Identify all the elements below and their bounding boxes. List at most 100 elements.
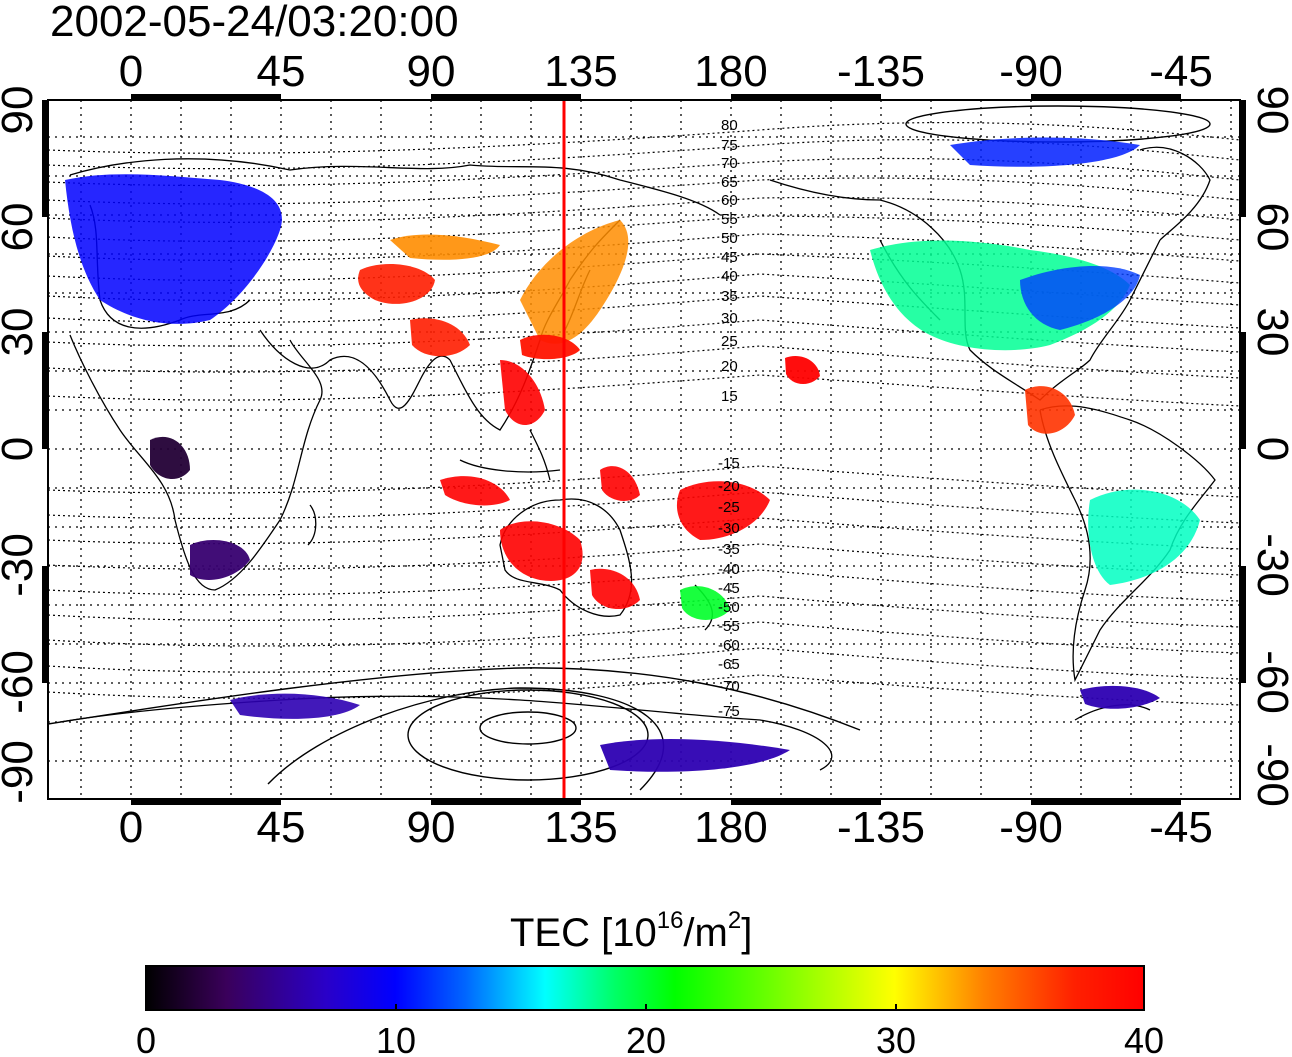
contour-label: 20 <box>721 358 738 375</box>
left-tick-label: -30 <box>0 533 42 597</box>
right-tick-label: -30 <box>1248 533 1292 597</box>
right-tick-label: 0 <box>1248 437 1292 461</box>
right-tick-label: 30 <box>1248 308 1292 357</box>
top-tick-label: 0 <box>119 47 143 96</box>
map-plot-area: 80 75 70 65 60 55 50 45 40 35 30 25 20 1… <box>42 94 1246 805</box>
top-tick-label: 180 <box>694 47 767 96</box>
right-tick-label: -60 <box>1248 650 1292 714</box>
colorbar-title-unit: /m <box>683 911 727 955</box>
left-latitude-ticks: 90 60 30 0 -30 -60 -90 <box>0 86 42 804</box>
bottom-tick-label: 135 <box>544 803 617 852</box>
tec-region-new-zealand <box>680 586 730 620</box>
tec-region-east-asia-front <box>390 234 500 260</box>
colorbar-title-exponent: 16 <box>657 907 684 934</box>
contour-label: -75 <box>718 703 740 720</box>
colorbar-tick-label: 40 <box>1124 1020 1164 1057</box>
tec-region-north-america-east <box>1020 265 1140 330</box>
tec-region-antarctic <box>230 693 360 719</box>
contour-label: 40 <box>721 268 738 285</box>
contour-label: -25 <box>718 499 740 516</box>
left-tick-label: 90 <box>0 86 42 135</box>
contour-label: 45 <box>721 249 738 266</box>
map-frame <box>47 99 1241 800</box>
top-longitude-ticks: 0 45 90 135 180 -135 -90 -45 <box>119 47 1213 96</box>
left-tick-label: 0 <box>0 437 42 461</box>
tec-region-arctic <box>950 137 1140 167</box>
contour-label: 50 <box>721 230 738 247</box>
top-tick-label: 90 <box>407 47 456 96</box>
contour-label: 80 <box>721 117 738 134</box>
tec-region-africa-north <box>150 436 190 480</box>
tec-region-east-asia-front <box>520 220 629 344</box>
tec-region-antarctic <box>1080 685 1160 709</box>
right-latitude-ticks: 90 60 30 0 -30 -60 -90 <box>1248 86 1292 807</box>
tec-region-australia <box>500 521 583 581</box>
top-tick-label: -90 <box>999 47 1063 96</box>
colorbar-tick-label: 30 <box>876 1020 916 1057</box>
contour-label: 75 <box>721 137 738 154</box>
contour-label: -15 <box>718 455 740 472</box>
tec-region-pacific-south <box>676 481 770 540</box>
colorbar-title-main: TEC [10 <box>510 911 657 955</box>
bottom-tick-label: 45 <box>257 803 306 852</box>
colorbar-tick-marks <box>145 1004 1145 1010</box>
graticule-grid <box>48 100 1240 799</box>
tec-region-antarctic <box>600 738 790 772</box>
bottom-tick-label: 180 <box>694 803 767 852</box>
top-tick-label: -135 <box>837 47 925 96</box>
contour-label: 55 <box>721 211 738 228</box>
top-tick-label: 135 <box>544 47 617 96</box>
contour-label: 65 <box>721 174 738 191</box>
colorbar-tick-label: 0 <box>136 1020 156 1057</box>
left-tick-label: -90 <box>0 740 42 804</box>
tec-region-australia <box>590 568 640 610</box>
contour-label: 15 <box>721 388 738 405</box>
colorbar-title-unit-exponent: 2 <box>728 907 741 934</box>
colorbar-tick-label: 20 <box>626 1020 666 1057</box>
bottom-tick-label: 0 <box>119 803 143 852</box>
bottom-tick-label: -45 <box>1149 803 1213 852</box>
colorbar-tick-label: 10 <box>376 1020 416 1057</box>
right-tick-label: 90 <box>1248 86 1292 135</box>
tec-region-central-america <box>1025 386 1075 434</box>
contour-label: -60 <box>718 637 740 654</box>
left-tick-label: 60 <box>0 203 42 252</box>
contour-label: -55 <box>718 618 740 635</box>
timestamp-title: 2002-05-24/03:20:00 <box>50 0 459 46</box>
tec-region-southeast-asia <box>500 360 545 425</box>
tec-region-south-america <box>1088 489 1200 585</box>
contour-label: -35 <box>718 541 740 558</box>
contour-label: 60 <box>721 192 738 209</box>
colorbar: TEC [1016/m2] 0 10 20 30 40 <box>136 907 1164 1057</box>
contour-label: -40 <box>718 561 740 578</box>
tec-region-hawaii <box>785 356 820 385</box>
right-tick-label: -90 <box>1248 743 1292 807</box>
tec-region-europe <box>65 174 282 324</box>
tec-region-africa-south <box>190 540 250 580</box>
frame-tick-bars <box>42 94 1246 805</box>
tec-data-layer <box>65 137 1200 772</box>
bottom-longitude-ticks: 0 45 90 135 180 -135 -90 -45 <box>119 803 1213 852</box>
bottom-tick-label: 90 <box>407 803 456 852</box>
right-tick-label: 60 <box>1248 203 1292 252</box>
bottom-tick-label: -90 <box>999 803 1063 852</box>
colorbar-title: TEC [1016/m2] <box>510 907 752 955</box>
left-tick-label: 30 <box>0 308 42 357</box>
contour-label: -20 <box>718 478 740 495</box>
tec-region-southeast-asia <box>440 476 510 506</box>
contour-label: -70 <box>718 678 740 695</box>
tec-region-central-asia <box>358 264 435 304</box>
contour-labels-north: 80 75 70 65 60 55 50 45 40 35 30 25 20 1… <box>721 117 738 405</box>
colorbar-title-close: ] <box>741 911 752 955</box>
tec-region-central-asia <box>410 318 470 357</box>
colorbar-gradient <box>145 965 1145 1011</box>
contour-labels-south: -15 -20 -25 -30 -35 -40 -45 -50 -55 -60 … <box>718 455 740 720</box>
contour-label: -45 <box>718 580 740 597</box>
bottom-tick-label: -135 <box>837 803 925 852</box>
top-tick-label: 45 <box>257 47 306 96</box>
contour-label: 70 <box>721 155 738 172</box>
contour-label: -50 <box>718 599 740 616</box>
contour-label: -65 <box>718 656 740 673</box>
tec-region-australia <box>600 466 640 502</box>
